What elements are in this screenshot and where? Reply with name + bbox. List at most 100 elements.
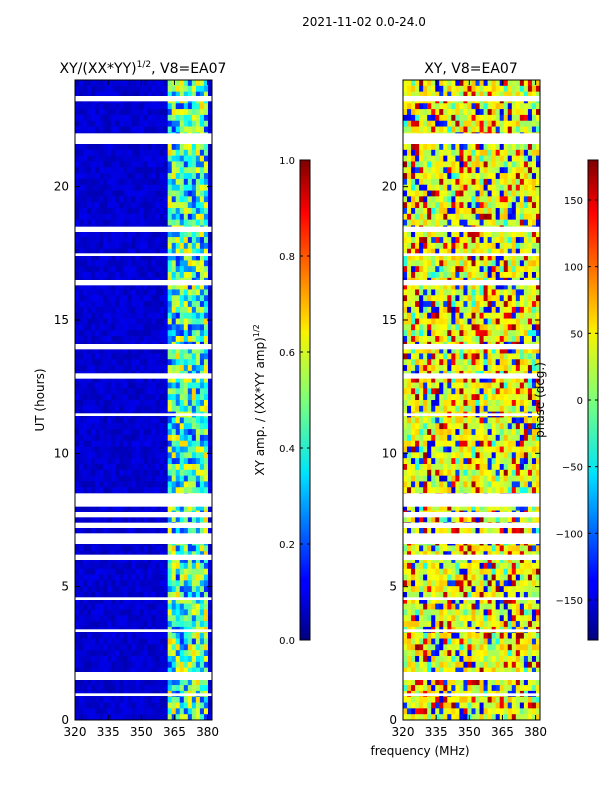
heatmap-cell	[135, 557, 140, 564]
heatmap-cell	[127, 359, 132, 366]
heatmap-cell	[127, 504, 132, 511]
heatmap-cell	[75, 80, 80, 87]
heatmap-cell	[167, 167, 173, 174]
heatmap-cell	[167, 365, 173, 372]
heatmap-cell	[87, 266, 92, 273]
heatmap-cell	[131, 481, 136, 488]
heatmap-cell	[519, 167, 525, 174]
heatmap-cell	[87, 190, 92, 197]
heatmap-cell	[99, 260, 104, 267]
colorbar-tick-label: 0.0	[279, 636, 295, 647]
heatmap-cell	[419, 178, 424, 186]
heatmap-cell	[123, 458, 128, 465]
heatmap-cell	[143, 190, 148, 197]
heatmap-cell	[507, 254, 513, 261]
heatmap-cell	[187, 382, 193, 389]
heatmap-cell	[479, 196, 484, 203]
heatmap-cell	[119, 120, 124, 127]
heatmap-cell	[423, 173, 428, 180]
heatmap-cell	[407, 161, 412, 168]
heatmap-cell	[407, 219, 412, 226]
heatmap-cell	[487, 184, 493, 191]
heatmap-cell	[99, 242, 104, 250]
heatmap-cell	[423, 196, 428, 203]
heatmap-cell	[479, 231, 484, 238]
heatmap-cell	[523, 161, 529, 168]
heatmap-cell	[431, 80, 436, 87]
heatmap-cell	[483, 254, 489, 261]
heatmap-cell	[147, 475, 152, 482]
heatmap-cell	[475, 190, 480, 197]
heatmap-cell	[131, 149, 136, 157]
heatmap-cell	[195, 114, 201, 122]
heatmap-cell	[99, 272, 104, 279]
heatmap-cell	[471, 144, 476, 151]
heatmap-cell	[83, 481, 88, 488]
heatmap-cell	[175, 359, 181, 366]
heatmap-cell	[187, 452, 193, 459]
heatmap-cell	[415, 85, 420, 93]
heatmap-cell	[203, 283, 209, 290]
heatmap-cell	[99, 283, 104, 290]
heatmap-cell	[107, 504, 112, 511]
heatmap-cell	[207, 609, 212, 616]
heatmap-cell	[107, 80, 112, 87]
heatmap-cell	[139, 464, 144, 471]
heatmap-cell	[515, 260, 521, 267]
heatmap-cell	[87, 283, 92, 290]
heatmap-cell	[191, 516, 197, 523]
heatmap-cell	[151, 615, 156, 622]
heatmap-cell	[155, 621, 161, 628]
heatmap-cell	[119, 429, 124, 436]
heatmap-cell	[87, 272, 92, 279]
heatmap-cell	[439, 155, 444, 162]
heatmap-cell	[167, 644, 173, 651]
heatmap-cell	[99, 696, 104, 703]
heatmap-cell	[183, 446, 189, 453]
heatmap-cell	[199, 475, 205, 482]
amplitude-panel-title: XY/(XX*YY)1/2, V8=EA07	[60, 60, 227, 77]
heatmap-cell	[123, 481, 128, 488]
heatmap-cell	[175, 638, 181, 645]
heatmap-cell	[187, 254, 193, 261]
heatmap-cell	[531, 91, 537, 98]
heatmap-cell	[519, 254, 525, 261]
heatmap-cell	[147, 417, 152, 424]
heatmap-cell	[171, 144, 177, 151]
heatmap-cell	[495, 190, 501, 197]
heatmap-cell	[203, 161, 209, 168]
heatmap-cell	[159, 528, 165, 535]
heatmap-cell	[195, 696, 201, 703]
heatmap-cell	[131, 597, 136, 605]
heatmap-cell	[195, 609, 201, 616]
heatmap-cell	[175, 568, 181, 575]
heatmap-cell	[111, 656, 116, 663]
heatmap-cell	[451, 114, 456, 122]
heatmap-cell	[203, 464, 209, 471]
heatmap-cell	[155, 685, 161, 692]
heatmap-cell	[115, 667, 120, 674]
heatmap-cell	[179, 178, 185, 186]
heatmap-cell	[527, 272, 533, 279]
heatmap-cell	[115, 161, 120, 168]
heatmap-cell	[91, 324, 96, 331]
heatmap-cell	[151, 266, 156, 273]
heatmap-cell	[191, 283, 197, 290]
heatmap-cell	[179, 679, 185, 686]
heatmap-cell	[483, 120, 489, 127]
heatmap-cell	[143, 568, 148, 575]
heatmap-cell	[179, 260, 185, 267]
heatmap-cell	[139, 330, 144, 337]
heatmap-cell	[407, 196, 412, 203]
heatmap-cell	[439, 114, 444, 122]
heatmap-cell	[127, 231, 132, 238]
heatmap-cell	[463, 103, 468, 110]
heatmap-cell	[87, 621, 92, 628]
heatmap-cell	[139, 91, 144, 98]
heatmap-cell	[87, 504, 92, 511]
heatmap-cell	[151, 417, 156, 424]
heatmap-cell	[131, 440, 136, 447]
heatmap-cell	[87, 667, 92, 674]
heatmap-cell	[407, 109, 412, 116]
heatmap-cell	[83, 266, 88, 273]
